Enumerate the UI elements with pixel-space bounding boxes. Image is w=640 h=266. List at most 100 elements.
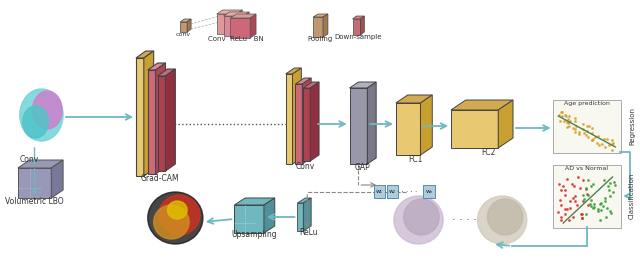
Polygon shape xyxy=(296,78,311,84)
Point xyxy=(593,207,604,211)
Polygon shape xyxy=(498,100,513,148)
Point xyxy=(584,124,594,129)
Point xyxy=(607,189,618,194)
Point xyxy=(572,203,582,207)
FancyBboxPatch shape xyxy=(423,185,435,198)
Text: Classification: Classification xyxy=(629,173,635,219)
Point xyxy=(607,142,618,146)
Point xyxy=(556,203,566,207)
Point xyxy=(602,137,612,141)
Text: Conv: Conv xyxy=(296,162,315,171)
Point xyxy=(583,192,593,197)
Polygon shape xyxy=(264,198,275,233)
Polygon shape xyxy=(148,63,166,70)
Text: Grad-CAM: Grad-CAM xyxy=(140,174,179,183)
Polygon shape xyxy=(353,19,360,35)
Point xyxy=(562,120,572,124)
Text: Upsampling: Upsampling xyxy=(231,230,277,239)
Polygon shape xyxy=(18,168,51,198)
Polygon shape xyxy=(360,16,364,35)
Point xyxy=(563,120,573,124)
Point xyxy=(605,181,615,185)
Polygon shape xyxy=(187,19,191,32)
Polygon shape xyxy=(243,12,249,36)
Point xyxy=(605,209,615,213)
Text: Regression: Regression xyxy=(629,107,635,145)
Point xyxy=(556,110,566,114)
Point xyxy=(605,194,615,198)
Polygon shape xyxy=(303,88,310,161)
Point xyxy=(560,206,570,211)
Polygon shape xyxy=(285,68,301,74)
Ellipse shape xyxy=(488,199,523,235)
Point xyxy=(597,142,607,146)
Polygon shape xyxy=(303,198,311,231)
Point xyxy=(574,132,584,136)
Point xyxy=(557,114,567,118)
Text: Conv  ReLu   BN: Conv ReLu BN xyxy=(209,36,264,42)
Polygon shape xyxy=(349,88,367,164)
Polygon shape xyxy=(217,14,236,34)
Polygon shape xyxy=(180,19,191,22)
Point xyxy=(570,130,580,134)
Point xyxy=(556,218,566,222)
Polygon shape xyxy=(323,14,328,37)
Text: w₂: w₂ xyxy=(389,189,396,194)
Ellipse shape xyxy=(159,195,200,235)
Point xyxy=(579,197,589,201)
Point xyxy=(596,208,606,212)
Point xyxy=(588,138,598,142)
Point xyxy=(571,124,581,128)
Text: AD vs Normal: AD vs Normal xyxy=(565,166,609,171)
Polygon shape xyxy=(223,16,243,36)
Point xyxy=(564,124,575,128)
Point xyxy=(582,203,593,207)
Point xyxy=(602,206,612,210)
Polygon shape xyxy=(234,205,264,233)
Point xyxy=(593,209,603,213)
Polygon shape xyxy=(180,22,187,32)
Polygon shape xyxy=(18,160,63,168)
Point xyxy=(586,204,596,208)
FancyBboxPatch shape xyxy=(553,99,621,152)
Point xyxy=(568,196,578,200)
Point xyxy=(586,184,596,188)
Point xyxy=(589,202,600,206)
Point xyxy=(561,114,572,118)
Ellipse shape xyxy=(154,205,189,239)
Point xyxy=(606,210,616,215)
Text: Down-sample: Down-sample xyxy=(335,34,382,40)
Point xyxy=(577,216,588,221)
Point xyxy=(570,199,580,203)
Point xyxy=(578,127,588,132)
Point xyxy=(582,192,592,196)
Ellipse shape xyxy=(20,89,63,141)
Polygon shape xyxy=(148,70,156,174)
Point xyxy=(565,119,575,123)
Polygon shape xyxy=(230,18,250,38)
Point xyxy=(588,182,598,186)
Polygon shape xyxy=(451,100,513,110)
Point xyxy=(595,217,605,222)
Point xyxy=(586,130,596,135)
Point xyxy=(581,186,591,190)
Point xyxy=(568,214,578,219)
Text: · · · ·: · · · · xyxy=(452,215,477,225)
Ellipse shape xyxy=(404,199,439,235)
Point xyxy=(582,124,592,128)
Text: Age prediction: Age prediction xyxy=(564,101,610,106)
Point xyxy=(595,143,605,147)
Polygon shape xyxy=(166,69,175,171)
Text: w₁: w₁ xyxy=(376,189,383,194)
Point xyxy=(560,193,570,197)
Point xyxy=(559,119,569,123)
Point xyxy=(582,135,593,139)
Ellipse shape xyxy=(148,192,203,244)
Point xyxy=(560,112,570,117)
Polygon shape xyxy=(396,103,420,155)
Point xyxy=(556,215,566,219)
Point xyxy=(567,182,577,186)
Polygon shape xyxy=(420,95,432,155)
Point xyxy=(575,186,586,190)
Polygon shape xyxy=(313,14,328,17)
